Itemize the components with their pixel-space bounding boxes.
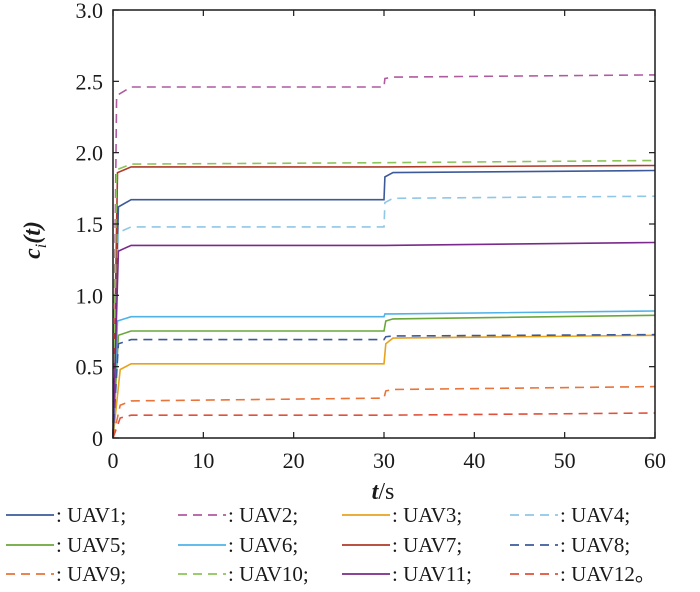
legend-label: : UAV9; [56,562,126,586]
y-tick-label: 2.5 [76,69,104,94]
y-axis-label: ci(t) [20,221,50,259]
series-line-2 [112,74,656,439]
x-tick-label: 20 [283,448,305,473]
series-line-1 [112,169,656,439]
legend-item-7: : UAV7; [342,533,462,557]
y-axis-label-sub: i [33,244,50,248]
legend-label: : UAV2; [228,503,298,527]
x-tick-label: 0 [108,448,119,473]
plot-frame [112,9,656,439]
series-line-8 [112,333,656,439]
legend-item-10: : UAV10; [178,562,309,586]
y-tick-label: 0 [92,426,103,451]
legend-label: : UAV12。 [560,562,656,586]
x-axis-label-var: t [372,479,380,505]
ticks [112,9,656,439]
series-line-3 [112,334,656,439]
series-line-6 [112,310,656,439]
tick-labels: 0 10 20 30 40 50 60 0 0.5 1.0 1.5 2.0 2.5 3.0 [76,0,667,473]
legend-item-12: : UAV12。 [510,562,656,586]
legend-item-5: : UAV5; [6,533,126,557]
y-tick-label: 1.0 [76,283,104,308]
x-axis-label-unit: /s [378,479,394,505]
legend-item-3: : UAV3; [342,503,462,527]
legend-label: : UAV4; [560,503,630,527]
series-line-12 [112,412,656,439]
y-axis-label-arg: (t) [20,221,46,244]
legend-item-9: : UAV9; [6,562,126,586]
series-line-5 [112,314,656,439]
x-tick-label: 30 [373,448,395,473]
legend-label: : UAV1; [56,503,126,527]
y-tick-label: 1.5 [76,212,104,237]
y-axis-label-var: c [20,248,46,259]
series-line-10 [112,159,656,439]
legend-item-4: : UAV4; [510,503,630,527]
legend-item-11: : UAV11; [342,562,472,586]
plot-lines [112,74,656,439]
legend-item-1: : UAV1; [6,503,126,527]
x-tick-label: 40 [463,448,485,473]
legend-label: : UAV11; [392,562,472,586]
series-line-11 [112,241,656,439]
x-tick-label: 60 [644,448,666,473]
legend-label: : UAV8; [560,533,630,557]
legend-label: : UAV7; [392,533,462,557]
legend-item-2: : UAV2; [178,503,298,527]
legend-item-6: : UAV6; [178,533,298,557]
legend-label: : UAV6; [228,533,298,557]
y-tick-label: 2.0 [76,141,104,166]
x-tick-label: 50 [554,448,576,473]
x-tick-label: 10 [192,448,214,473]
legend-item-8: : UAV8; [510,533,630,557]
legend-label: : UAV5; [56,533,126,557]
series-line-9 [112,385,656,439]
y-tick-label: 3.0 [76,0,104,23]
series-line-4 [112,195,656,439]
series-line-7 [112,164,656,439]
legend-label: : UAV3; [392,503,462,527]
y-tick-label: 0.5 [76,355,104,380]
legend-label: : UAV10; [228,562,309,586]
legend: : UAV1; : UAV2; : UAV3; : UAV4; : UAV5; : UAV… [6,503,656,586]
x-axis-label: t/s [372,479,395,505]
